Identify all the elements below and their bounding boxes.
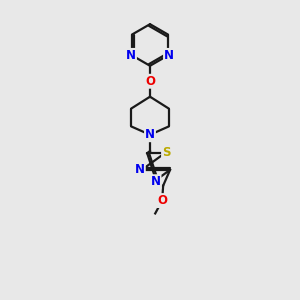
Text: O: O xyxy=(145,75,155,88)
Text: N: N xyxy=(151,175,160,188)
Text: N: N xyxy=(126,49,136,62)
Text: N: N xyxy=(164,49,174,62)
Text: O: O xyxy=(157,194,167,207)
Text: S: S xyxy=(162,146,170,159)
Text: N: N xyxy=(135,163,145,176)
Text: N: N xyxy=(145,128,155,141)
